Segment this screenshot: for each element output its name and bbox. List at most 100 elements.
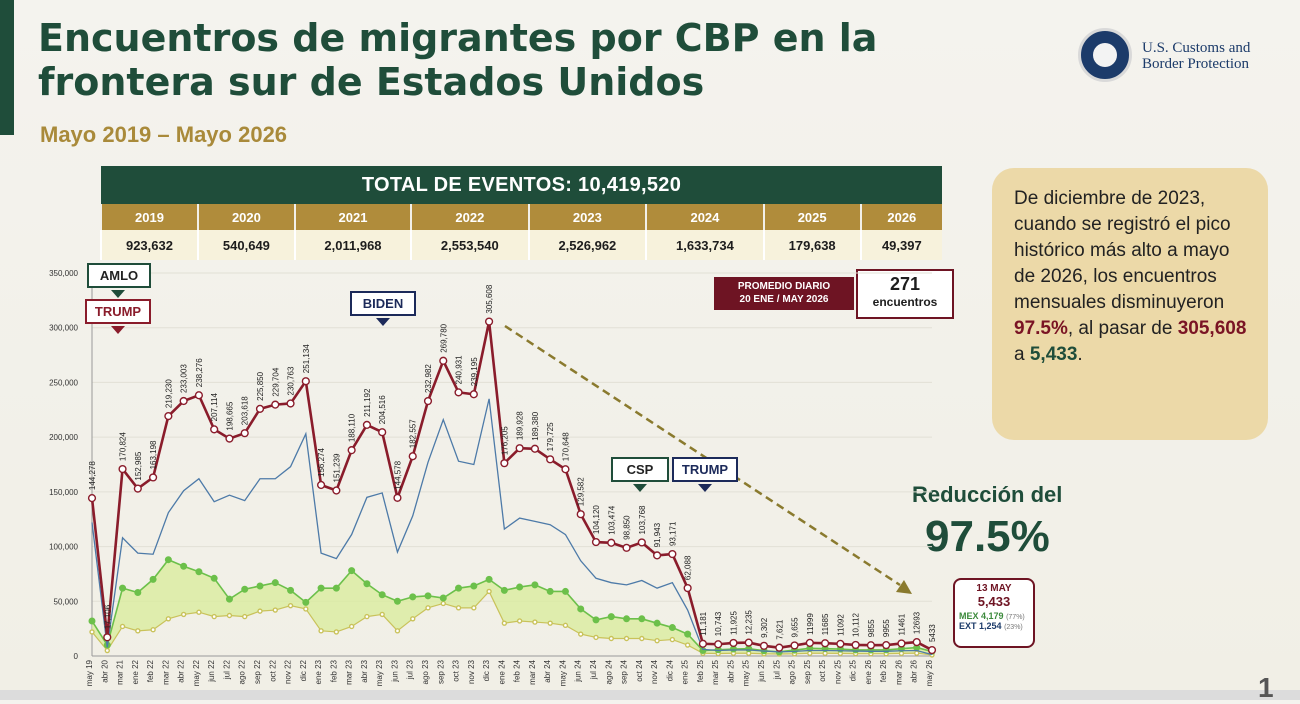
mex-series-point	[623, 615, 631, 623]
x-tick-label: sep 24	[620, 659, 629, 684]
x-tick-label: jun 22	[207, 659, 216, 682]
total-series-point	[622, 543, 631, 552]
data-label: 5433	[928, 624, 937, 642]
ext-series-line	[91, 398, 933, 656]
total-series-point	[484, 317, 494, 326]
reduction-value: 97.5%	[925, 512, 1050, 561]
mex-series-point	[668, 624, 676, 632]
data-label: 219,230	[164, 379, 173, 408]
x-tick-label: may 19	[85, 659, 94, 686]
other-series-point	[272, 607, 278, 613]
mex-series-point	[485, 575, 493, 583]
total-series-point	[897, 639, 906, 648]
other-series-point	[501, 620, 508, 626]
total-series-point	[347, 446, 356, 455]
data-label: 152,985	[134, 451, 143, 480]
data-label: 12,235	[745, 610, 754, 635]
mex-series-point	[470, 582, 478, 590]
x-tick-label: sep 23	[436, 659, 445, 684]
x-tick-label: ago 22	[238, 659, 247, 684]
x-tick-label: may 25	[742, 659, 751, 686]
other-series-point	[623, 635, 630, 642]
x-tick-label: feb 22	[146, 659, 155, 682]
data-label: 233,003	[180, 364, 189, 393]
mex-series-point	[455, 584, 463, 592]
data-label: 144,578	[393, 460, 402, 489]
mex-series-point	[134, 589, 142, 597]
data-label: 269,780	[439, 323, 448, 352]
mex-series-point	[363, 580, 371, 588]
x-tick-label: dic 22	[299, 659, 308, 681]
annotation-box	[87, 263, 151, 288]
ext-label: EXT	[959, 621, 977, 631]
other-series-point	[196, 609, 202, 615]
other-series-point	[364, 613, 370, 620]
x-tick-label: ene 25	[681, 659, 690, 684]
info-box: De diciembre de 2023, cuando se registró…	[992, 168, 1268, 440]
data-label: 240,931	[455, 355, 464, 384]
annotation-pointer-icon	[698, 484, 712, 492]
data-label: 179,725	[546, 422, 555, 451]
other-series-point	[150, 627, 156, 633]
mex-value: 4,179	[981, 611, 1004, 621]
other-series-point	[333, 629, 340, 635]
data-label: 11461	[897, 613, 906, 635]
other-series-point	[532, 619, 538, 625]
other-series-point	[135, 628, 141, 634]
mex-series-point	[577, 605, 585, 613]
cbp-logo: U.S. Customs and Border Protection	[1078, 28, 1278, 88]
x-tick-label: nov 22	[284, 659, 293, 684]
total-series-point	[683, 583, 692, 593]
other-series-point	[669, 636, 676, 643]
mex-series-point	[225, 595, 233, 603]
x-tick-label: mar 25	[711, 659, 720, 684]
mex-series-point	[684, 630, 692, 638]
y-tick-label: 100,000	[49, 543, 78, 552]
mex-series-point	[592, 616, 600, 624]
data-label: 10,112	[852, 613, 861, 637]
ext-pct: (23%)	[1004, 624, 1023, 631]
other-series-point	[608, 635, 614, 642]
page-subtitle: Mayo 2019 – Mayo 2026	[40, 122, 288, 147]
total-series-point	[103, 633, 112, 642]
other-series-point	[104, 647, 110, 654]
year-cell: 2023	[527, 204, 647, 230]
other-series-point	[287, 602, 294, 609]
data-label: 207,114	[210, 392, 219, 421]
bottom-strip	[0, 690, 1300, 700]
promedio-value-box: 271 encuentros	[856, 269, 954, 319]
x-tick-label: feb 23	[329, 659, 338, 682]
total-series-point	[729, 638, 738, 648]
data-label: 238,276	[195, 358, 204, 387]
info-end: .	[1077, 344, 1083, 365]
other-series-point	[165, 616, 172, 622]
total-series-point	[423, 396, 433, 406]
other-series-point	[684, 642, 691, 648]
mex-series-point	[348, 567, 356, 575]
x-tick-label: jul 22	[222, 659, 231, 680]
annotation-box	[611, 457, 669, 482]
mex-series-point	[516, 583, 524, 591]
other-series-point	[318, 628, 324, 634]
annotation-pointer-icon	[111, 326, 125, 334]
x-tick-label: oct 23	[452, 659, 461, 681]
total-series-point	[500, 459, 509, 468]
annotation-box	[350, 291, 416, 316]
data-label: 91,943	[653, 522, 662, 547]
x-tick-label: may 22	[192, 659, 201, 686]
mex-label: MEX	[959, 611, 979, 621]
x-tick-label: ago 25	[788, 659, 797, 684]
mex-series-point	[378, 591, 386, 599]
info-mid: , al pasar de	[1067, 318, 1178, 339]
total-series-point	[591, 537, 601, 547]
x-tick-label: abr 22	[177, 659, 186, 682]
total-series-point	[286, 399, 295, 408]
total-cell: 2,011,968	[293, 230, 412, 260]
data-label: 9,302	[760, 617, 769, 638]
mex-series-point	[531, 581, 539, 589]
x-tick-label: dic 25	[849, 659, 858, 681]
total-cell: 540,649	[196, 230, 295, 260]
mex-series-point	[119, 584, 127, 592]
y-tick-label: 200,000	[49, 433, 78, 442]
